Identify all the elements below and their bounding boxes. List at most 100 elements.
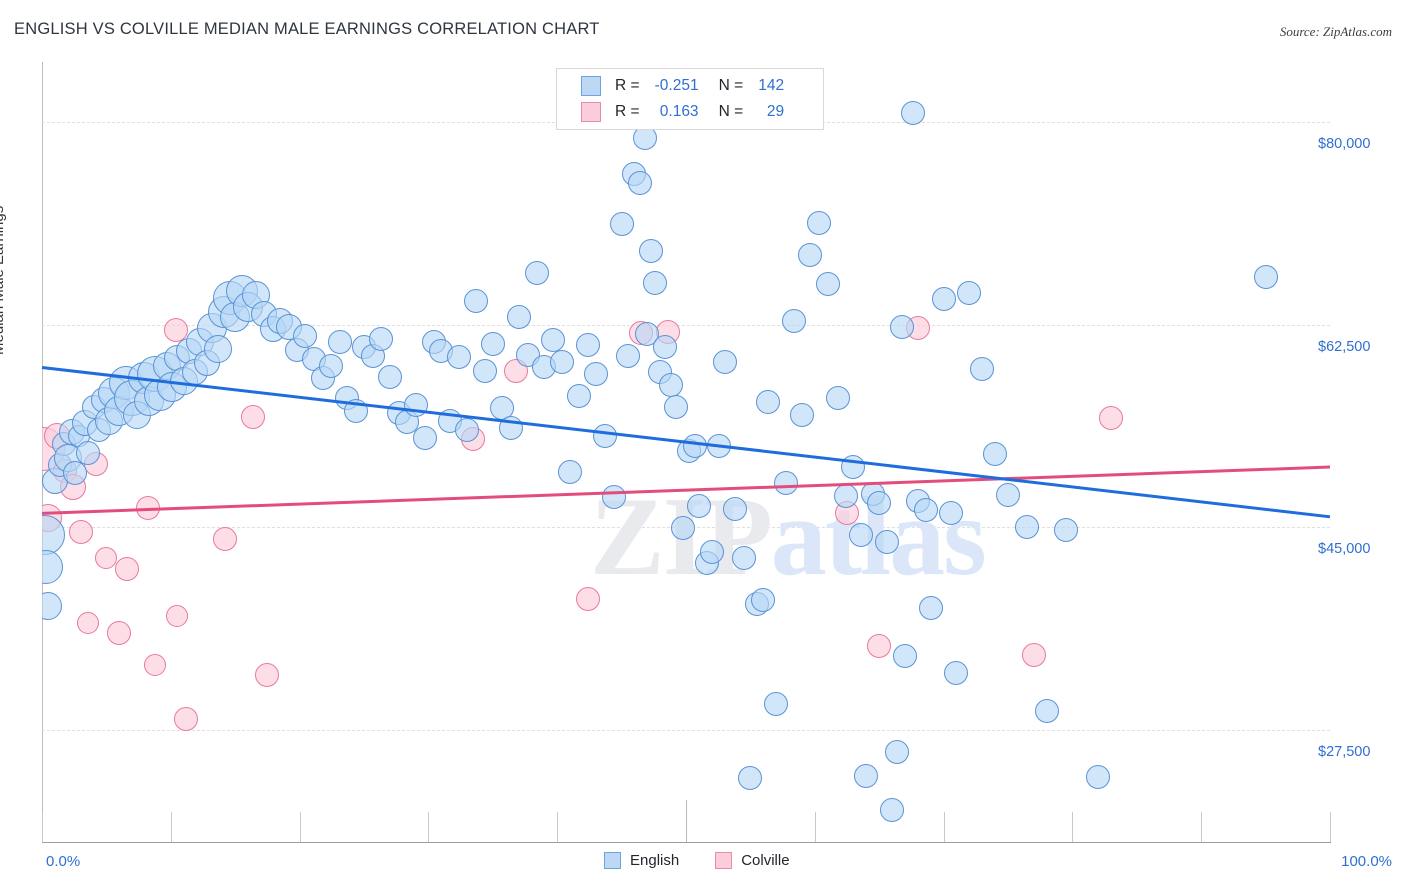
data-point-english[interactable] <box>918 596 943 621</box>
data-point-colville[interactable] <box>107 620 132 645</box>
data-point-english[interactable] <box>663 394 688 419</box>
data-point-english[interactable] <box>541 327 566 352</box>
data-point-english[interactable] <box>658 372 683 397</box>
data-point-english[interactable] <box>825 385 850 410</box>
data-point-english[interactable] <box>913 497 938 522</box>
data-point-english[interactable] <box>970 356 995 381</box>
data-point-colville[interactable] <box>77 612 100 635</box>
data-point-english[interactable] <box>854 764 879 789</box>
legend-item-colville[interactable]: Colville <box>715 852 790 869</box>
data-point-english[interactable] <box>900 100 925 125</box>
data-point-colville[interactable] <box>1099 406 1124 431</box>
data-point-english[interactable] <box>464 289 489 314</box>
data-point-english[interactable] <box>616 343 641 368</box>
data-point-colville[interactable] <box>95 547 118 570</box>
data-point-english[interactable] <box>576 333 601 358</box>
data-point-colville[interactable] <box>241 405 266 430</box>
data-point-english[interactable] <box>592 423 617 448</box>
data-point-english[interactable] <box>506 304 531 329</box>
data-point-english[interactable] <box>632 126 657 151</box>
data-point-colville[interactable] <box>135 495 160 520</box>
data-point-english[interactable] <box>841 455 866 480</box>
data-point-english[interactable] <box>931 287 956 312</box>
data-point-english[interactable] <box>1253 265 1278 290</box>
data-point-english[interactable] <box>455 417 480 442</box>
data-point-english[interactable] <box>368 326 393 351</box>
data-point-english[interactable] <box>782 309 807 334</box>
data-point-english[interactable] <box>789 402 814 427</box>
data-point-english[interactable] <box>639 238 664 263</box>
data-point-english[interactable] <box>204 334 233 363</box>
data-point-english[interactable] <box>738 766 763 791</box>
colville-swatch-icon <box>581 102 601 122</box>
data-point-english[interactable] <box>849 523 874 548</box>
data-point-english[interactable] <box>403 392 428 417</box>
data-point-english[interactable] <box>774 471 799 496</box>
data-point-english[interactable] <box>751 588 776 613</box>
data-point-colville[interactable] <box>212 526 237 551</box>
data-point-english[interactable] <box>609 211 634 236</box>
data-point-english[interactable] <box>867 490 892 515</box>
data-point-english[interactable] <box>957 281 982 306</box>
data-point-colville[interactable] <box>867 634 892 659</box>
data-point-english[interactable] <box>318 354 343 379</box>
data-point-english[interactable] <box>447 345 472 370</box>
data-point-english[interactable] <box>627 171 652 196</box>
data-point-colville[interactable] <box>115 556 139 581</box>
legend-item-english[interactable]: English <box>604 852 679 869</box>
data-point-colville[interactable] <box>174 707 199 732</box>
data-point-english[interactable] <box>558 459 583 484</box>
english-r-value: -0.251 <box>654 77 699 94</box>
data-point-english[interactable] <box>76 441 101 466</box>
data-point-english[interactable] <box>327 329 352 354</box>
data-point-english[interactable] <box>996 482 1020 507</box>
data-point-english[interactable] <box>797 243 822 268</box>
data-point-english[interactable] <box>756 390 781 415</box>
data-point-english[interactable] <box>885 739 910 764</box>
data-point-english[interactable] <box>601 485 626 510</box>
data-point-english[interactable] <box>892 643 917 668</box>
data-point-english[interactable] <box>412 426 437 451</box>
data-point-english[interactable] <box>833 483 858 508</box>
x-axis-label-min: 0.0% <box>46 853 81 870</box>
data-point-colville[interactable] <box>255 663 280 688</box>
data-point-english[interactable] <box>944 661 969 686</box>
data-point-english[interactable] <box>874 530 899 555</box>
data-point-english[interactable] <box>686 494 711 519</box>
data-point-english[interactable] <box>699 539 724 564</box>
data-point-english[interactable] <box>1034 699 1059 724</box>
data-point-english[interactable] <box>731 546 756 571</box>
data-point-english[interactable] <box>671 516 696 541</box>
data-point-colville[interactable] <box>576 587 601 611</box>
data-point-english[interactable] <box>880 797 905 822</box>
data-point-english[interactable] <box>806 210 831 235</box>
data-point-english[interactable] <box>1015 515 1040 540</box>
data-point-english[interactable] <box>583 362 608 387</box>
data-point-english[interactable] <box>63 460 88 485</box>
data-point-english[interactable] <box>643 270 668 295</box>
data-point-english[interactable] <box>939 501 964 526</box>
data-point-english[interactable] <box>815 272 840 297</box>
data-point-english[interactable] <box>377 364 402 389</box>
data-point-english[interactable] <box>722 496 747 521</box>
data-point-english[interactable] <box>550 349 575 374</box>
data-point-english[interactable] <box>764 692 789 717</box>
data-point-colville[interactable] <box>1021 642 1046 667</box>
data-point-colville[interactable] <box>144 654 167 676</box>
page-title: ENGLISH VS COLVILLE MEDIAN MALE EARNINGS… <box>14 20 600 38</box>
data-point-english[interactable] <box>480 332 505 357</box>
source-attribution: Source: ZipAtlas.com <box>1279 24 1392 39</box>
data-point-english[interactable] <box>683 434 708 459</box>
data-point-colville[interactable] <box>166 605 189 628</box>
data-point-english[interactable] <box>1053 517 1078 542</box>
data-point-english[interactable] <box>890 314 915 339</box>
data-point-colville[interactable] <box>68 519 93 544</box>
data-point-english[interactable] <box>292 324 317 349</box>
data-point-english[interactable] <box>567 384 592 409</box>
data-point-english[interactable] <box>473 358 498 383</box>
data-point-english[interactable] <box>524 260 549 285</box>
data-point-english[interactable] <box>1086 765 1111 790</box>
data-point-english[interactable] <box>712 349 737 374</box>
data-point-english[interactable] <box>983 442 1008 467</box>
data-point-english[interactable] <box>653 334 678 359</box>
